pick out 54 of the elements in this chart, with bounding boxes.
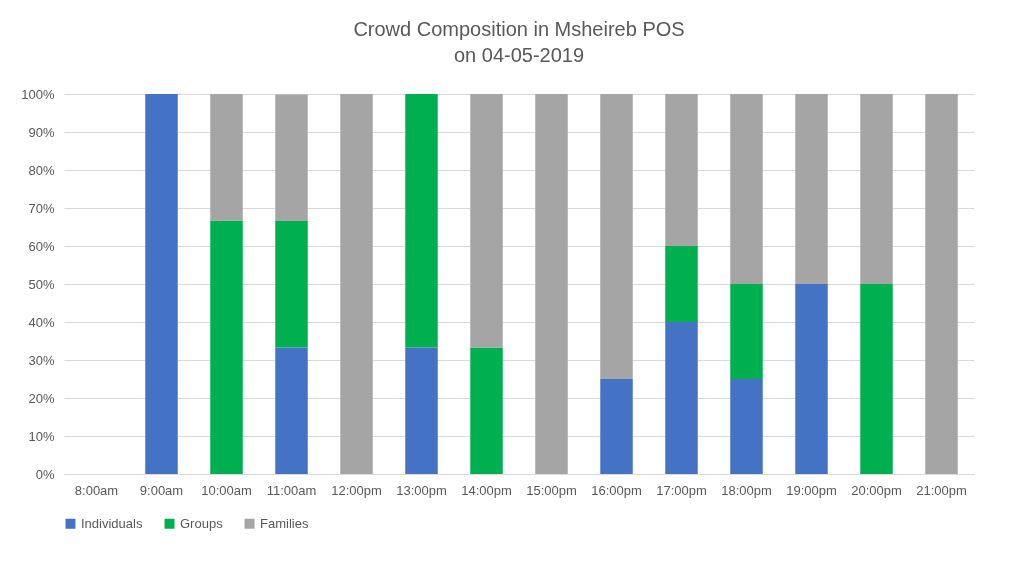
y-tick-label: 20% [28,390,55,406]
y-tick-label: 70% [28,200,55,216]
chart-title: Crowd Composition in Msheireb POS on 04-05-2019 [353,18,685,66]
bar [665,322,698,474]
bar [665,94,698,246]
legend-label: Groups [180,515,224,531]
x-tick-label: 17:00pm [656,482,707,498]
bar [730,379,763,474]
bar [665,246,698,322]
x-tick-label: 12:00pm [331,482,382,498]
bar [275,347,308,474]
bar [795,284,828,474]
y-tick-label: 80% [28,162,55,178]
y-tick-label: 50% [28,276,55,292]
bar [470,94,503,348]
y-tick-label: 30% [28,352,55,368]
legend-label: Individuals [81,515,143,531]
bar [275,94,308,221]
bar [535,94,568,474]
bar [210,94,243,221]
bar [600,379,633,474]
bar [470,347,503,474]
bar [405,347,438,474]
y-tick-label: 90% [28,124,55,140]
bar [860,94,893,284]
y-tick-label: 10% [28,428,55,444]
x-tick-label: 14:00pm [461,482,512,498]
bar [730,284,763,379]
bar [925,94,958,474]
x-tick-label: 10:00am [201,482,252,498]
y-tick-label: 0% [35,466,55,482]
legend-label: Families [260,515,309,531]
x-tick-label: 16:00pm [591,482,642,498]
bar [275,220,308,348]
bar [145,94,178,474]
bar [795,94,828,284]
x-tick-label: 13:00pm [396,482,447,498]
x-tick-label: 18:00pm [721,482,772,498]
bar [860,284,893,474]
x-tick-label: 19:00pm [786,482,837,498]
bar [730,94,763,284]
y-tick-label: 40% [28,314,55,330]
y-tick-label: 100% [21,86,55,102]
x-tick-label: 11:00am [266,482,317,498]
bar [210,220,243,474]
bar [340,94,373,474]
x-tick-label: 8:00am [74,482,119,498]
x-tick-label: 9:00am [139,482,184,498]
bar [600,94,633,379]
y-tick-label: 60% [28,238,55,254]
x-tick-label: 21:00pm [916,482,967,498]
bar [405,94,438,348]
x-tick-label: 15:00pm [526,482,577,498]
x-tick-label: 20:00pm [851,482,902,498]
